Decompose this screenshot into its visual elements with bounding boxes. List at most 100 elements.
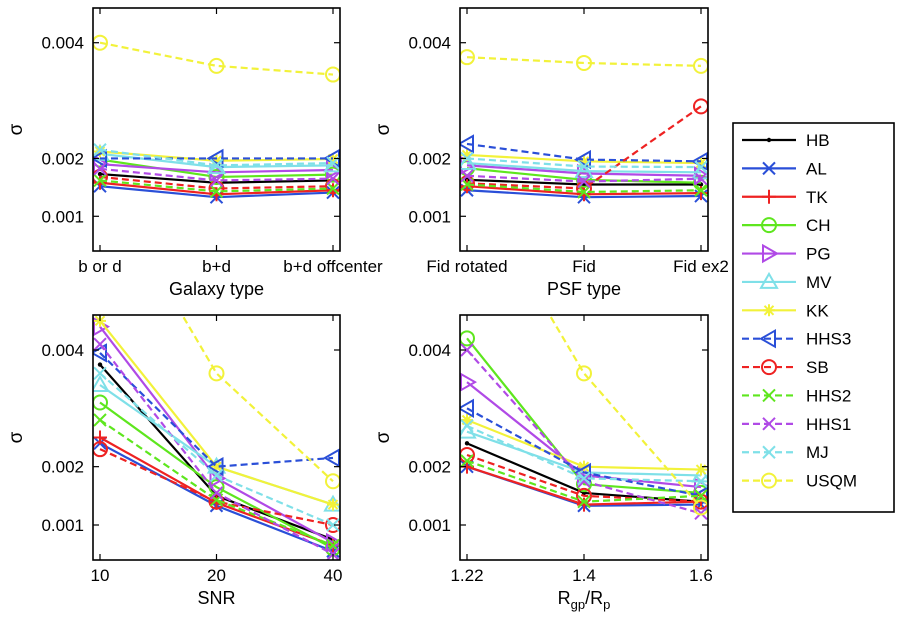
data-point-kk-1 (578, 155, 590, 168)
legend-label: HHS3 (806, 330, 851, 349)
data-point-ch-0 (460, 330, 475, 347)
panel-2: 0.001 0.002 0.004 Fid rotated Fid Fid ex2 σ PSF… (373, 7, 729, 299)
data-point-hhs3-0 (93, 343, 107, 363)
series-line-ch (466, 337, 702, 495)
data-point-hhs3-1 (206, 456, 224, 477)
y-tick-label: 0.002 (41, 458, 84, 477)
data-point-hb-0 (97, 171, 103, 177)
data-point-mj-2 (326, 156, 340, 170)
data-point-mj-0 (460, 151, 474, 166)
legend-item-mv: MV (742, 271, 832, 292)
legend-marker (762, 388, 776, 403)
data-point-hhs1-1 (209, 486, 224, 500)
data-point-kk-2 (695, 463, 707, 476)
x-axis-label: Rgp/Rp (558, 588, 611, 612)
y-tick-label: 0.004 (41, 34, 84, 53)
series-line-sb (99, 448, 334, 527)
x-axis-label: SNR (197, 588, 235, 608)
legend-marker (762, 189, 776, 204)
data-point-usqm-2 (693, 57, 708, 74)
data-point-usqm-1 (576, 54, 592, 71)
series-line-mj (466, 157, 702, 169)
data-point-hhs3-0 (93, 148, 107, 169)
legend-marker (761, 359, 777, 376)
data-point-hb-0 (97, 362, 103, 367)
data-point-sb-2 (693, 98, 708, 115)
legend-marker (762, 161, 776, 176)
series-line-mv (466, 161, 702, 174)
legend-item-pg: PG (742, 243, 831, 264)
legend-marker (762, 417, 776, 431)
data-point-mj-0 (460, 419, 474, 433)
data-point-mj-1 (209, 158, 224, 173)
data-point-pg-2 (326, 160, 340, 180)
data-point-hhs2-2 (326, 181, 340, 196)
data-point-sb-0 (93, 441, 108, 458)
data-point-sb-2 (325, 517, 340, 533)
series-line-ch (99, 401, 334, 550)
y-tick-label: 0.001 (41, 516, 84, 535)
data-point-mj-0 (93, 143, 107, 157)
series-group (460, 315, 708, 521)
legend: HB AL TK CH PG MV KK HHS3 SB HHS2 HHS1 MJ USQM (732, 122, 895, 513)
data-point-mj-0 (93, 366, 107, 381)
data-point-mj-1 (209, 468, 224, 483)
data-point-hb-0 (464, 441, 470, 446)
y-tick-label: 0.002 (408, 149, 451, 168)
data-point-hhs3-1 (206, 148, 224, 169)
data-point-hhs2-1 (577, 494, 591, 509)
data-point-hhs2-2 (694, 183, 708, 197)
legend-marker (761, 472, 777, 489)
legend-marker (763, 304, 775, 317)
data-point-kk-0 (94, 145, 106, 158)
y-tick-label: 0.001 (41, 207, 84, 226)
data-point-usqm-0 (93, 34, 108, 51)
x-tick-label: 20 (207, 566, 226, 585)
series-group (460, 49, 708, 204)
series-line-sb (466, 105, 702, 190)
data-point-hhs1-0 (460, 343, 474, 357)
data-point-mj-1 (577, 471, 591, 486)
legend-label: PG (806, 245, 831, 264)
series-line-pg (466, 381, 702, 489)
series-line-hb (99, 363, 334, 541)
legend-label: AL (806, 159, 827, 178)
series-line-hhs2 (466, 183, 702, 194)
series-group (93, 34, 340, 204)
x-tick-label: 1.6 (689, 566, 713, 585)
data-point-tk-1 (577, 497, 591, 512)
y-axis-label: σ (373, 123, 394, 135)
data-point-hhs1-0 (93, 337, 107, 351)
legend-marker (761, 217, 777, 234)
data-point-hhs1-2 (694, 506, 708, 521)
data-point-usqm-1 (576, 365, 592, 382)
data-point-hhs1-2 (326, 171, 340, 186)
data-point-usqm-2 (325, 66, 340, 83)
x-tick-label: b+d offcenter (283, 257, 383, 276)
series-line-hhs2 (99, 419, 334, 547)
x-tick-label: 1.22 (450, 566, 483, 585)
data-point-hhs2-0 (93, 413, 107, 427)
series-line-sb (99, 175, 334, 190)
axes-frame (459, 7, 709, 252)
legend-box (732, 122, 895, 513)
x-tick-label: Fid rotated (426, 257, 507, 276)
panel-1: 0.001 0.002 0.004 b or d b+d b+d offcenter σ Ga… (6, 7, 383, 299)
legend-label: CH (806, 216, 831, 235)
legend-item-mj: MJ (742, 443, 829, 462)
data-point-mv-0 (93, 374, 110, 392)
legend-item-usqm: USQM (742, 472, 857, 491)
legend-marker (762, 445, 776, 459)
data-point-hhs1-2 (694, 171, 708, 186)
series-line-usqm (466, 56, 702, 67)
data-point-kk-0 (461, 148, 473, 161)
legend-label: HHS2 (806, 386, 851, 405)
data-point-hhs2-1 (209, 184, 224, 199)
legend-marker (759, 271, 779, 289)
data-point-kk-0 (461, 414, 473, 426)
legend-label: MV (806, 273, 832, 292)
data-point-hhs2-0 (93, 173, 107, 188)
x-axis-label: Galaxy type (169, 279, 264, 299)
y-tick-label: 0.004 (408, 34, 451, 53)
data-point-ch-0 (93, 394, 108, 411)
